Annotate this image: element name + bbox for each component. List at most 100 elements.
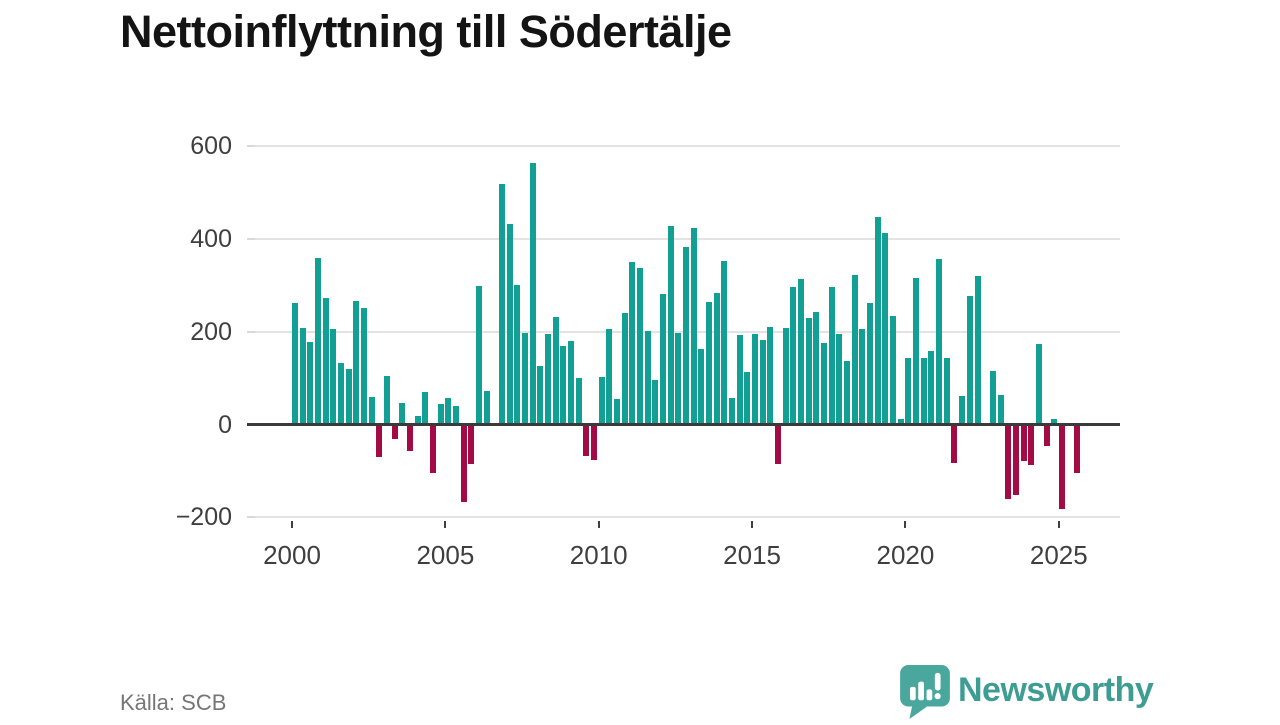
bar [644,331,651,423]
bar [989,370,996,423]
x-axis-tick-label: 2015 [723,540,781,570]
bar [798,279,805,423]
x-axis-tick [751,521,754,528]
bar [591,426,598,461]
bar [575,377,582,423]
bar [1012,426,1019,495]
bar [759,339,766,423]
bar [299,328,306,423]
bar [851,274,858,423]
bar [775,426,782,465]
y-axis-tick [247,330,255,333]
bar [782,327,789,423]
bar [292,303,298,423]
bar [951,426,958,463]
x-axis-tick-label: 2020 [876,540,935,570]
bar [805,318,812,423]
y-axis-tick-label: 200 [190,317,232,346]
bar [974,275,981,423]
x-axis-tick-label: 2000 [263,540,321,570]
bar [414,415,421,423]
bar [890,316,897,423]
y-axis-tick-label: −200 [175,503,232,532]
bar [1020,426,1027,461]
bar [430,426,436,473]
bar [537,366,544,423]
bar [506,223,513,423]
bar [376,426,383,458]
bar [1074,426,1081,474]
bar [583,426,590,457]
bar [698,348,705,423]
bar [468,426,475,465]
bar [752,333,759,423]
bar [828,287,835,423]
gridline [255,516,1120,519]
bar [345,368,352,423]
bar [683,246,690,423]
bar [905,357,912,423]
bar [437,404,444,423]
bar [943,358,950,423]
bar [913,277,920,423]
bar [713,293,720,423]
bar [460,426,467,503]
zero-axis-line [247,423,1120,426]
bar [629,262,636,423]
bar [614,398,621,423]
bar [522,333,528,423]
bar [882,232,889,423]
y-axis-tick-label: 0 [218,410,232,439]
bar [936,258,943,423]
bar [353,301,360,423]
bar [660,294,667,423]
bar [499,184,505,423]
bar [867,302,874,423]
bar [545,334,551,423]
y-axis-tick-label: 600 [190,132,232,161]
y-axis-tick [247,238,255,240]
bar [476,285,482,423]
bar [744,371,751,423]
bar [920,357,927,423]
y-axis-tick-label: 400 [190,225,232,253]
bar [690,228,697,423]
bar [813,311,820,423]
source-label: Källa: SCB [120,690,227,715]
bar [706,302,713,423]
y-axis-tick [247,516,255,519]
x-axis-tick [597,521,600,528]
bar [606,329,613,423]
bar [368,397,375,423]
bar [821,342,828,423]
bar [483,391,490,423]
bar [361,307,367,423]
bar [391,426,398,439]
bar [384,375,390,423]
newsworthy-logo: Newsworthy [899,664,1159,720]
bar [997,395,1004,423]
x-axis-tick [1057,521,1060,528]
x-axis-tick [904,521,907,528]
bar [767,327,774,423]
bar [453,405,459,423]
bar [1043,426,1050,447]
bar [928,350,935,423]
bar [836,334,843,423]
bar [874,216,881,423]
x-axis-tick-label: 2025 [1029,540,1088,570]
bar [338,362,344,423]
newsworthy-logo-icon [900,665,950,719]
bar [307,341,314,423]
bar [1058,426,1065,509]
bar [514,284,521,423]
x-axis-tick [444,521,447,528]
newsworthy-logo-text: Newsworthy [958,671,1154,709]
bar [897,418,904,423]
bar [529,163,536,423]
bar [422,392,429,423]
bar [552,317,559,423]
x-axis-tick-label: 2005 [416,540,475,570]
bar [790,287,797,423]
